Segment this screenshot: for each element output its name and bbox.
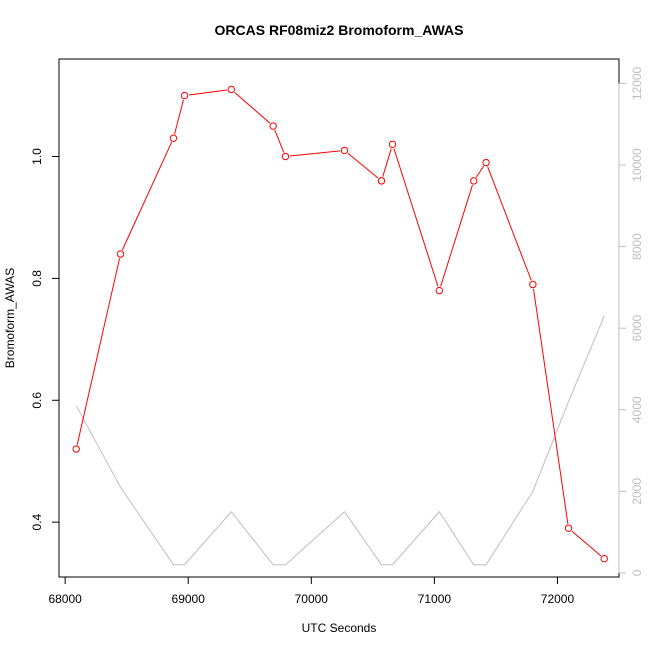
chart-title: ORCAS RF08miz2 Bromoform_AWAS (215, 22, 464, 38)
y-tick-label: 0.4 (30, 513, 44, 530)
data-point (377, 177, 386, 185)
data-point (435, 286, 444, 295)
data-point (388, 140, 397, 149)
y-tick-label: 0.6 (30, 392, 44, 409)
y2-tick-label: 8000 (630, 233, 644, 260)
series-line-left-segment (382, 148, 392, 177)
x-tick-label: 70000 (295, 592, 329, 606)
y2-tick-label: 0 (630, 569, 644, 576)
y2-tick-label: 10000 (630, 148, 644, 182)
data-point (470, 177, 478, 185)
series-line-left-segment (188, 89, 228, 96)
data-point (72, 445, 80, 453)
y2-tick-label: 12000 (630, 66, 644, 100)
series-line-left-segment (121, 142, 173, 251)
y2-tick-label: 2000 (630, 478, 644, 505)
data-point (269, 122, 277, 130)
data-point (116, 250, 125, 258)
data-point (340, 146, 349, 155)
data-point (600, 555, 608, 563)
series-line-left-segment (347, 152, 379, 179)
data-point (482, 158, 490, 167)
series-line-left-segment (571, 530, 602, 557)
x-tick-label: 69000 (172, 592, 206, 606)
x-tick-label: 71000 (418, 592, 452, 606)
y2-tick-label: 6000 (630, 315, 644, 342)
series-line-left-segment (274, 129, 285, 153)
x-tick-label: 68000 (48, 592, 82, 606)
y-tick-label: 1.0 (30, 148, 44, 165)
plot-frame (58, 58, 620, 578)
data-point (227, 85, 236, 94)
data-point (281, 152, 290, 161)
series-line-left-segment (440, 184, 473, 287)
data-point (169, 134, 178, 142)
y2-axis: 0 2000 4000 6000 8000 10000 12000 (618, 66, 644, 576)
y-axis-label: Bromoform_AWAS (3, 268, 17, 368)
series-line-left-segment (174, 99, 184, 135)
data-point (529, 280, 537, 289)
series-line-left-segment (289, 150, 341, 157)
x-tick-label: 72000 (541, 592, 575, 606)
series-line-left-segment (76, 258, 121, 445)
y-axis: 0.4 0.6 0.8 1.0 (30, 148, 60, 530)
series-layer (72, 85, 608, 566)
x-axis-label: UTC Seconds (302, 621, 377, 635)
y-tick-label: 0.8 (30, 270, 44, 287)
y2-tick-label: 4000 (630, 396, 644, 423)
series-line-left-segment (475, 165, 485, 178)
x-axis: 68000 69000 70000 71000 72000 (48, 576, 575, 606)
series-line-right (75, 315, 605, 566)
series-line-left-segment (234, 91, 271, 124)
series-line-left-segment (487, 166, 532, 281)
series-line-left-segment (532, 288, 569, 524)
data-point (180, 91, 189, 100)
data-point (564, 524, 573, 532)
series-line-left-segment (393, 148, 439, 287)
